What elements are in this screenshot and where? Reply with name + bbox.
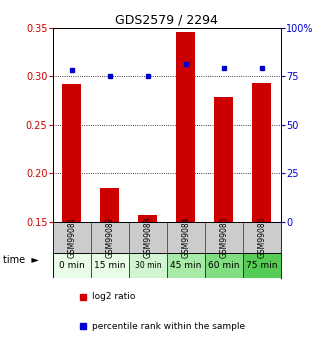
Text: 60 min: 60 min: [208, 261, 240, 270]
FancyBboxPatch shape: [167, 253, 205, 278]
Text: GSM99085: GSM99085: [219, 217, 229, 258]
Text: GSM99081: GSM99081: [67, 217, 76, 258]
FancyBboxPatch shape: [53, 221, 281, 253]
Bar: [252, 83, 271, 221]
Text: log2 ratio: log2 ratio: [92, 292, 135, 301]
Text: GSM99082: GSM99082: [105, 217, 115, 258]
FancyBboxPatch shape: [53, 253, 91, 278]
Text: GSM99086: GSM99086: [257, 217, 266, 258]
Text: GSM99083: GSM99083: [143, 217, 152, 258]
Text: 30 min: 30 min: [134, 261, 161, 270]
Bar: [63, 84, 82, 221]
FancyBboxPatch shape: [243, 253, 281, 278]
Bar: [177, 32, 195, 221]
Text: percentile rank within the sample: percentile rank within the sample: [92, 322, 245, 331]
Bar: [214, 97, 233, 221]
Bar: [138, 215, 157, 221]
Text: 0 min: 0 min: [59, 261, 85, 270]
FancyBboxPatch shape: [91, 253, 129, 278]
FancyBboxPatch shape: [205, 253, 243, 278]
Title: GDS2579 / 2294: GDS2579 / 2294: [116, 13, 218, 27]
Text: GSM99084: GSM99084: [181, 217, 190, 258]
Text: time  ►: time ►: [3, 256, 39, 265]
FancyBboxPatch shape: [129, 253, 167, 278]
Text: 15 min: 15 min: [94, 261, 126, 270]
Bar: [100, 188, 119, 221]
Text: 45 min: 45 min: [170, 261, 202, 270]
Text: 75 min: 75 min: [246, 261, 278, 270]
